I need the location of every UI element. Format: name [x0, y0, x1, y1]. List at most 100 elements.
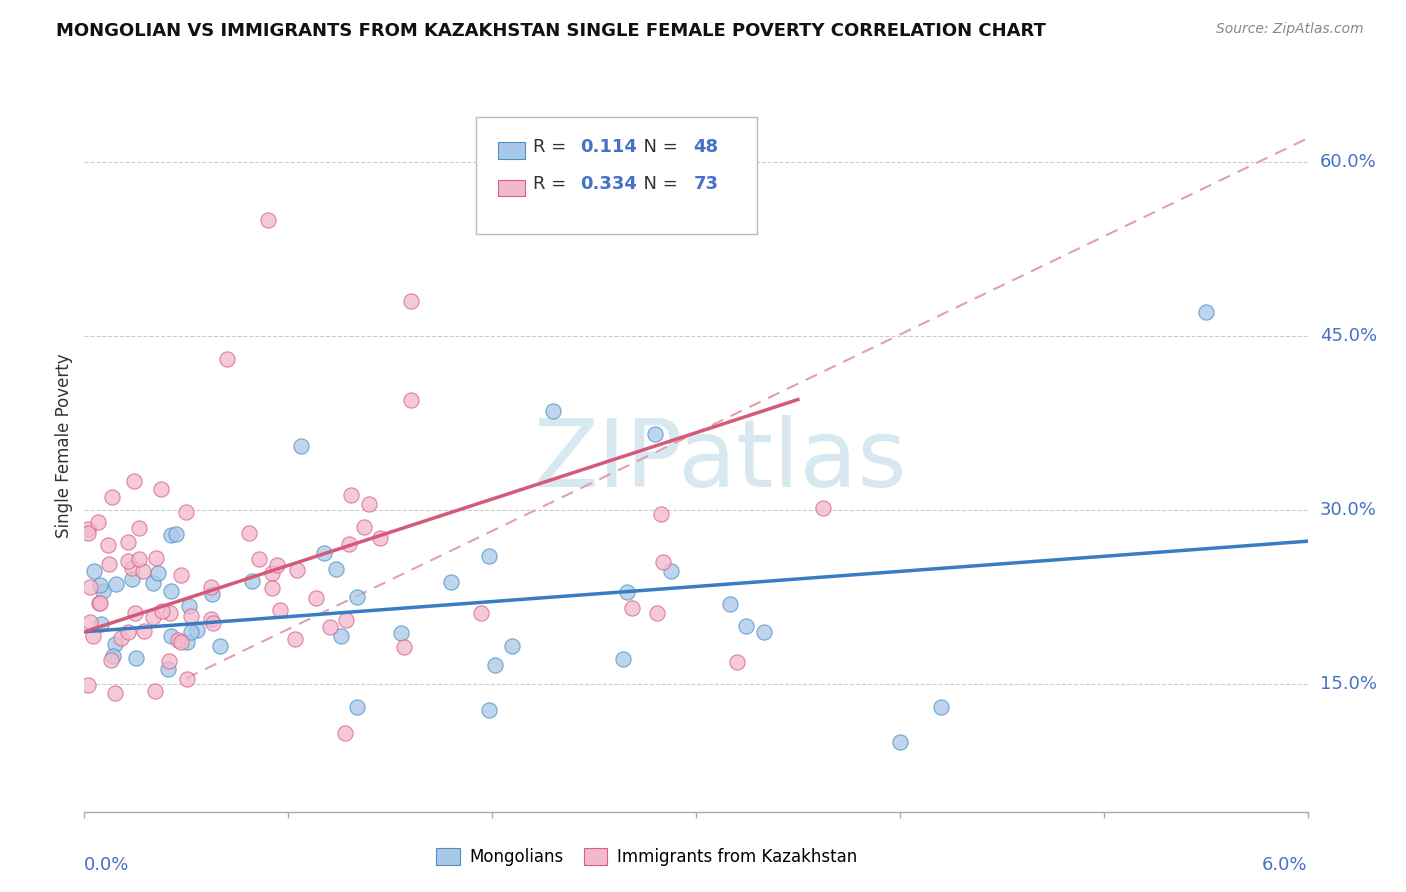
- Point: [176, 672, 198, 686]
- Point: [87, 515, 110, 529]
- Point: [89, 578, 111, 592]
- Point: [132, 624, 155, 638]
- Point: [262, 566, 284, 580]
- Point: [353, 519, 375, 533]
- Point: [166, 527, 188, 541]
- Point: [651, 555, 673, 569]
- Point: [122, 474, 145, 488]
- Point: [87, 596, 110, 610]
- Point: [128, 552, 150, 566]
- Point: [157, 654, 180, 668]
- Point: [167, 632, 190, 647]
- Point: [260, 582, 283, 596]
- Point: [201, 587, 224, 601]
- Point: [1195, 305, 1218, 319]
- Point: [659, 564, 682, 578]
- Point: [142, 610, 165, 624]
- Point: [128, 521, 150, 535]
- Point: [470, 606, 492, 620]
- Point: [735, 619, 758, 633]
- Point: [159, 527, 181, 541]
- Text: N =: N =: [633, 138, 683, 156]
- Point: [90, 616, 112, 631]
- Point: [200, 612, 222, 626]
- Point: [186, 623, 208, 637]
- Point: [110, 631, 132, 645]
- Point: [103, 648, 125, 663]
- Point: [100, 653, 122, 667]
- Point: [478, 703, 501, 717]
- Point: [754, 624, 776, 639]
- Point: [329, 630, 352, 644]
- Text: 0.114: 0.114: [579, 138, 637, 156]
- Point: [201, 616, 224, 631]
- Point: [889, 735, 911, 749]
- Point: [160, 584, 183, 599]
- Point: [290, 439, 312, 453]
- Point: [346, 590, 368, 604]
- Point: [150, 604, 173, 618]
- Point: [180, 609, 202, 624]
- Point: [389, 626, 412, 640]
- Point: [176, 635, 198, 649]
- Point: [650, 507, 672, 521]
- Point: [392, 640, 415, 655]
- Text: N =: N =: [633, 175, 683, 194]
- Point: [725, 655, 748, 669]
- Point: [82, 630, 104, 644]
- Text: R =: R =: [533, 175, 572, 194]
- Point: [79, 580, 101, 594]
- Point: [616, 585, 638, 599]
- Point: [200, 580, 222, 594]
- Text: 15.0%: 15.0%: [1320, 675, 1376, 693]
- Point: [89, 596, 111, 610]
- Point: [79, 615, 101, 629]
- FancyBboxPatch shape: [475, 117, 758, 234]
- Point: [621, 601, 644, 615]
- Point: [159, 606, 181, 620]
- Point: [174, 504, 197, 518]
- Point: [644, 427, 666, 442]
- Point: [266, 558, 288, 572]
- Point: [157, 661, 180, 675]
- Point: [208, 640, 231, 654]
- Text: 48: 48: [693, 138, 718, 156]
- Point: [105, 576, 128, 591]
- Point: [117, 535, 139, 549]
- Point: [101, 490, 124, 504]
- Point: [333, 726, 356, 740]
- Point: [478, 549, 501, 564]
- Point: [335, 613, 357, 627]
- Point: [145, 684, 167, 698]
- Point: [484, 657, 506, 672]
- Text: 6.0%: 6.0%: [1263, 855, 1308, 873]
- Point: [319, 620, 342, 634]
- FancyBboxPatch shape: [498, 180, 524, 196]
- Point: [284, 632, 307, 646]
- Text: 45.0%: 45.0%: [1320, 326, 1376, 344]
- Point: [929, 700, 952, 714]
- Point: [121, 561, 143, 575]
- Point: [339, 488, 361, 502]
- Point: [98, 557, 121, 571]
- Point: [337, 537, 360, 551]
- Text: 60.0%: 60.0%: [1320, 153, 1376, 170]
- Point: [543, 404, 565, 418]
- Point: [325, 562, 347, 576]
- Legend: Mongolians, Immigrants from Kazakhstan: Mongolians, Immigrants from Kazakhstan: [430, 841, 865, 873]
- Point: [346, 699, 368, 714]
- Point: [612, 652, 634, 666]
- Point: [811, 500, 834, 515]
- Point: [357, 497, 380, 511]
- Point: [77, 526, 100, 541]
- Point: [125, 650, 148, 665]
- Text: MONGOLIAN VS IMMIGRANTS FROM KAZAKHSTAN SINGLE FEMALE POVERTY CORRELATION CHART: MONGOLIAN VS IMMIGRANTS FROM KAZAKHSTAN …: [56, 22, 1046, 40]
- Text: R =: R =: [533, 138, 572, 156]
- Point: [240, 574, 263, 589]
- Point: [117, 554, 139, 568]
- Point: [124, 606, 146, 620]
- Point: [399, 293, 422, 308]
- Point: [399, 392, 422, 407]
- Point: [104, 637, 127, 651]
- Point: [170, 567, 193, 582]
